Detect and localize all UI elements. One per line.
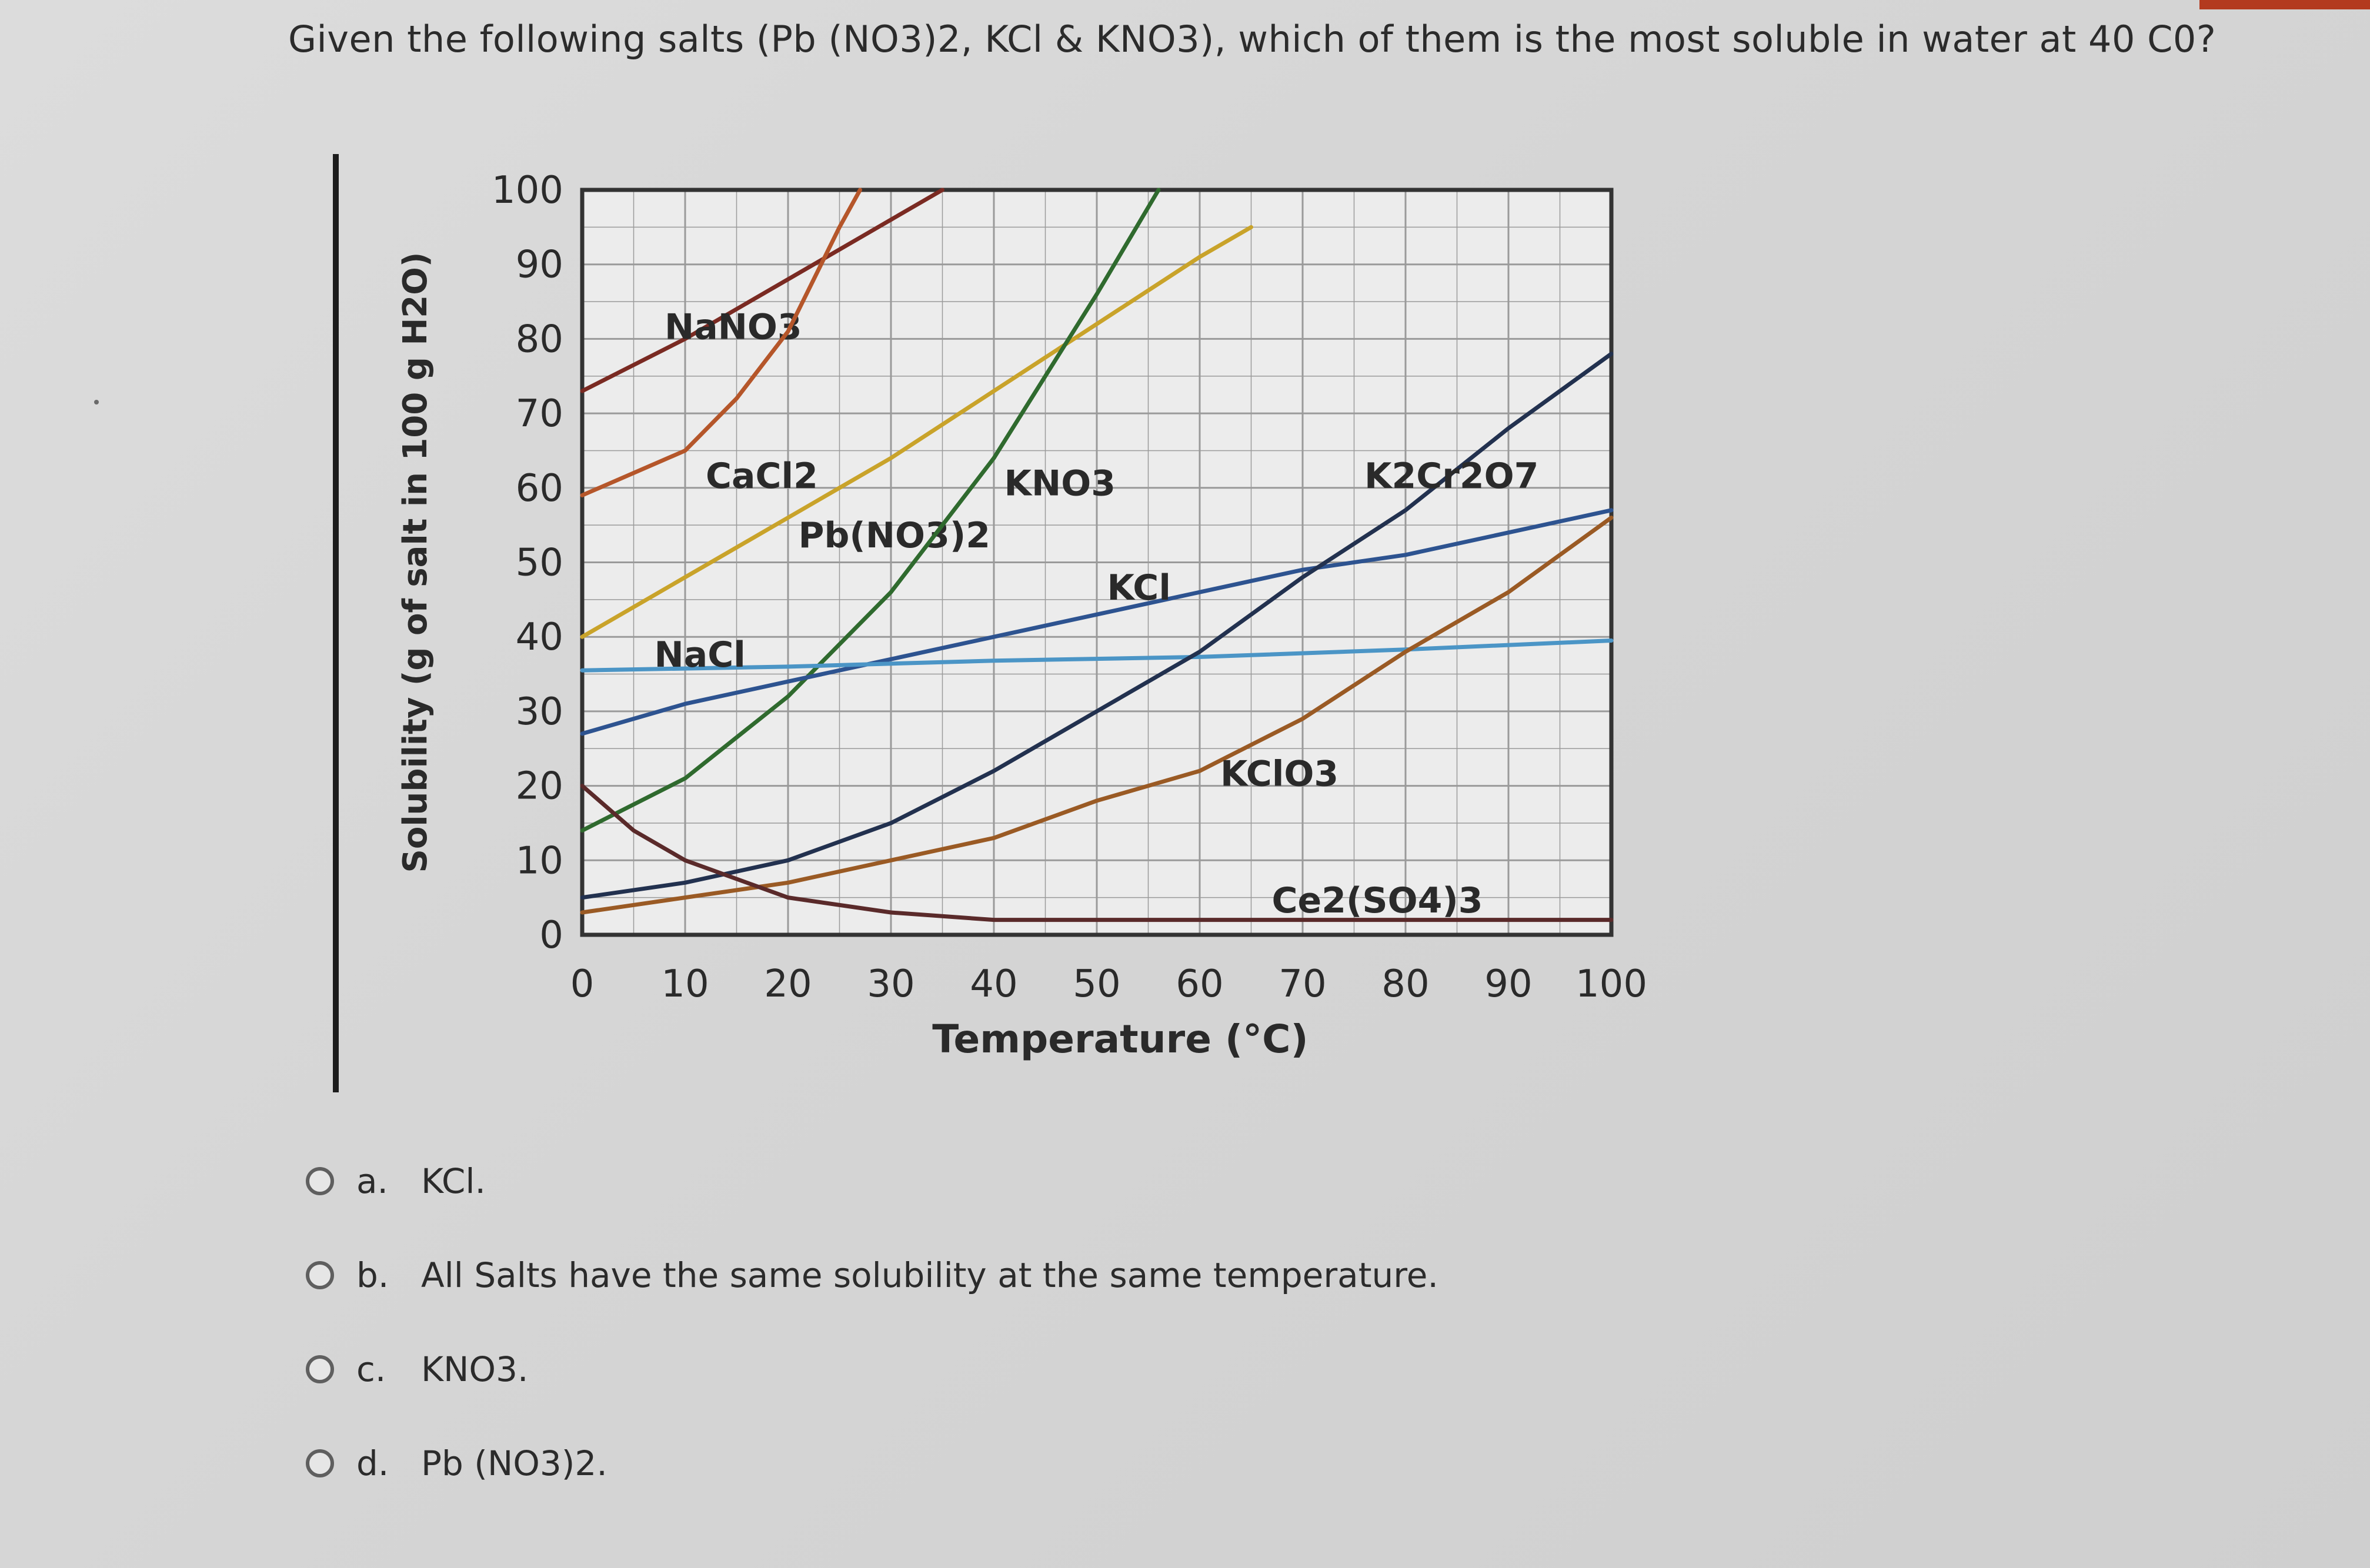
y-tick-label: 50	[516, 541, 563, 585]
y-axis-title: Solubility (g of salt in 100 g H2O)	[396, 252, 435, 873]
x-tick-label: 100	[1575, 962, 1647, 1006]
x-tick-label: 80	[1381, 962, 1429, 1006]
x-tick-label: 20	[764, 962, 812, 1006]
radio-a[interactable]	[306, 1167, 334, 1195]
series-line-ce2so43	[580, 784, 1614, 922]
option-letter: d.	[356, 1443, 389, 1483]
series-line-nacl	[580, 638, 1614, 673]
chart-svg: 0 10 20 30 40 50 60 70 80 90 100 0 10 20 30 40 50 60 70 80 9…	[396, 169, 1647, 1062]
y-tick-label: 60	[516, 467, 563, 510]
y-tick-label: 10	[516, 839, 563, 882]
series-line-pbno32	[580, 225, 1253, 639]
y-tick-label: 70	[516, 392, 563, 436]
option-letter: a.	[356, 1161, 388, 1201]
x-tick-label: 50	[1073, 962, 1120, 1006]
series-line-nano3	[580, 188, 944, 393]
option-letter: b.	[356, 1255, 389, 1295]
series-label: CaCl2	[706, 456, 818, 497]
y-tick-label: 90	[516, 243, 563, 287]
series-label: KCl	[1107, 567, 1171, 609]
series-label: Ce2(SO4)3	[1272, 880, 1483, 921]
y-tick-label: 40	[516, 616, 563, 659]
series-label: K2Cr2O7	[1364, 456, 1538, 497]
x-tick-label: 10	[661, 962, 709, 1006]
corner-accent	[2199, 0, 2370, 9]
series-line-kclo3	[580, 515, 1614, 915]
series-line-cacl2	[580, 188, 862, 497]
x-tick-label: 70	[1279, 962, 1326, 1006]
option-c[interactable]: c. KNO3.	[306, 1349, 528, 1389]
solubility-chart: 0 10 20 30 40 50 60 70 80 90 100 0 10 20 30 40 50 60 70 80 9…	[306, 141, 1717, 1105]
option-d[interactable]: d. Pb (NO3)2.	[306, 1443, 607, 1483]
series-line-k2cr2o7	[580, 352, 1614, 900]
y-tick-label: 30	[516, 690, 563, 734]
option-text: All Salts have the same solubility at th…	[421, 1255, 1438, 1295]
option-b[interactable]: b. All Salts have the same solubility at…	[306, 1255, 1438, 1295]
x-tick-label: 60	[1176, 962, 1223, 1006]
option-letter: c.	[356, 1349, 386, 1389]
y-tick-label: 80	[516, 317, 563, 361]
option-a[interactable]: a. KCl.	[306, 1161, 486, 1201]
y-tick-label: 20	[516, 765, 563, 808]
option-text: KNO3.	[421, 1349, 529, 1389]
series-line-kcl	[580, 508, 1614, 736]
series-label: Pb(NO3)2	[799, 515, 990, 556]
x-axis-title: Temperature (°C)	[932, 1017, 1308, 1062]
series-label: KNO3	[1004, 463, 1116, 504]
series-line-kno3	[580, 188, 1161, 833]
radio-c[interactable]	[306, 1355, 334, 1383]
question-text: Given the following salts (Pb (NO3)2, KC…	[288, 18, 2217, 61]
option-text: KCl.	[421, 1161, 486, 1201]
plot-frame	[580, 188, 1614, 937]
radio-b[interactable]	[306, 1261, 334, 1289]
x-tick-label: 90	[1484, 962, 1532, 1006]
figure-left-border	[333, 154, 339, 1092]
option-text: Pb (NO3)2.	[421, 1443, 607, 1483]
stray-dot	[94, 400, 99, 404]
series-label: KClO3	[1220, 754, 1338, 795]
radio-d[interactable]	[306, 1449, 334, 1477]
x-tick-label: 30	[867, 962, 914, 1006]
x-tick-label: 40	[970, 962, 1017, 1006]
series-label: NaCl	[655, 634, 746, 676]
x-tick-label: 0	[570, 962, 595, 1006]
y-tick-label: 100	[492, 169, 563, 212]
y-tick-label: 0	[539, 914, 563, 957]
